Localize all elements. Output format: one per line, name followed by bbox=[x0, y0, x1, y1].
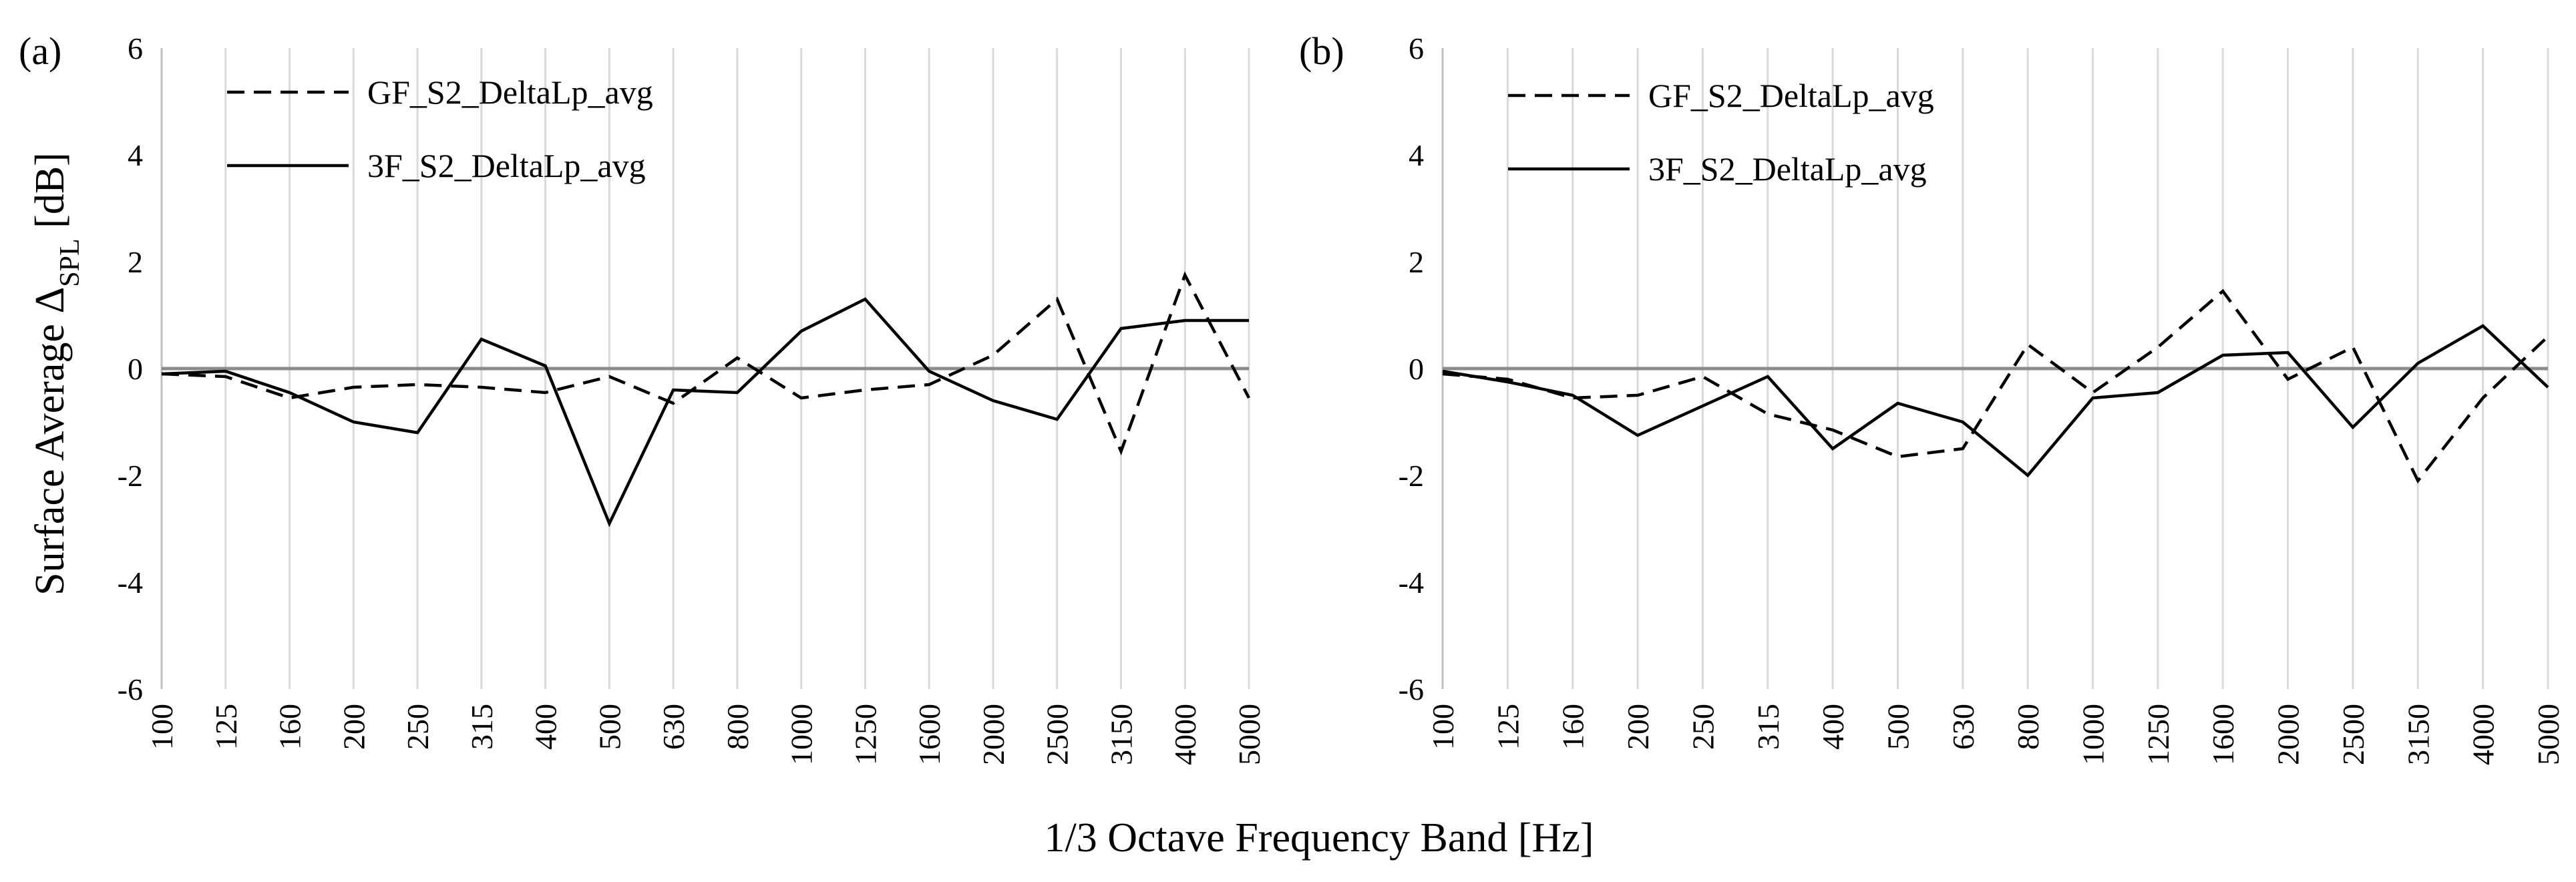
panel-b-y-tick-label: -4 bbox=[1399, 566, 1424, 600]
panel-a-x-tick-label: 800 bbox=[721, 704, 755, 750]
panel-a-series-gf-line bbox=[161, 271, 1250, 456]
panel-a-y-tick-label: -2 bbox=[118, 459, 143, 493]
panel-a-x-tick-label: 400 bbox=[529, 704, 563, 750]
y-axis-title-subscript: SPL bbox=[55, 238, 85, 286]
panel-a-x-tick-label: 315 bbox=[465, 704, 499, 750]
panel-b-x-tick-label: 1600 bbox=[2206, 704, 2240, 765]
y-axis-title-unit: [dB] bbox=[27, 152, 73, 238]
panel-b-x-tick-label: 500 bbox=[1881, 704, 1915, 750]
panel-a-y-tick-label: 0 bbox=[128, 352, 143, 386]
panel-a-x-tick-label: 500 bbox=[592, 704, 626, 750]
panel-b-x-tick-label: 630 bbox=[1946, 704, 1980, 750]
panel-b-x-tick-label: 100 bbox=[1426, 704, 1460, 750]
panel-a-x-tick-label: 2500 bbox=[1041, 704, 1075, 765]
panel-b-y-tick-label: 0 bbox=[1409, 352, 1424, 386]
y-axis-title-main: Surface Average Δ bbox=[27, 287, 73, 596]
panel-b-series-3f-line bbox=[1442, 324, 2549, 478]
panel-b-x-tick-label: 3150 bbox=[2401, 704, 2435, 765]
panel-a-y-tick-label: -6 bbox=[118, 672, 143, 706]
x-axis-title: 1/3 Octave Frequency Band [Hz] bbox=[1045, 815, 1594, 861]
panel-b-y-tick-label: 4 bbox=[1409, 138, 1424, 172]
panel-b-legend-label-gf: GF_S2_DeltaLp_avg bbox=[1648, 77, 1934, 114]
panel-b-x-tick-label: 160 bbox=[1556, 704, 1590, 750]
panel-a-x-tick-label: 1250 bbox=[848, 704, 882, 765]
panel-a-x-tick-label: 5000 bbox=[1232, 704, 1266, 765]
panel-a-x-tick-label: 4000 bbox=[1168, 704, 1202, 765]
panel-b-x-tick-label: 4000 bbox=[2466, 704, 2501, 765]
panel-a-x-tick-label: 160 bbox=[273, 704, 307, 750]
panel-b-x-tick-label: 5000 bbox=[2531, 704, 2565, 765]
panel-b-series-gf-line bbox=[1442, 288, 2549, 484]
panel-a-legend-label-gf: GF_S2_DeltaLp_avg bbox=[367, 73, 653, 111]
panel-a-y-tick-label: 6 bbox=[128, 31, 143, 65]
panel-a-x-tick-label: 1600 bbox=[912, 704, 946, 765]
panel-a-x-tick-label: 3150 bbox=[1104, 704, 1138, 765]
panel-a-x-tick-label: 100 bbox=[145, 704, 179, 750]
panel-b-label: (b) bbox=[1299, 29, 1344, 73]
panel-b-legend-label-3f: 3F_S2_DeltaLp_avg bbox=[1648, 150, 1927, 188]
panel-a-legend-label-3f: 3F_S2_DeltaLp_avg bbox=[367, 147, 646, 184]
panel-b-x-tick-label: 250 bbox=[1686, 704, 1720, 750]
panel-b-y-tick-label: -6 bbox=[1399, 672, 1424, 706]
panel-b-x-tick-label: 800 bbox=[2011, 704, 2045, 750]
panel-b-x-tick-label: 400 bbox=[1816, 704, 1850, 750]
panel-a-label: (a) bbox=[19, 29, 61, 73]
panel-b-y-tick-label: 2 bbox=[1409, 245, 1424, 279]
panel-a-x-tick-label: 125 bbox=[209, 704, 243, 750]
panel-b-x-tick-label: 200 bbox=[1621, 704, 1655, 750]
panel-a-y-tick-label: 4 bbox=[128, 138, 143, 172]
panel-a-y-tick-label: -4 bbox=[118, 566, 143, 600]
panel-a-x-tick-label: 630 bbox=[657, 704, 691, 750]
panel-b-x-tick-label: 1250 bbox=[2141, 704, 2175, 765]
panel-b-y-tick-label: 6 bbox=[1409, 31, 1424, 65]
panel-a-x-tick-label: 250 bbox=[401, 704, 435, 750]
panel-b-y-tick-label: -2 bbox=[1399, 459, 1424, 493]
y-axis-title: Surface Average ΔSPL [dB] bbox=[27, 152, 85, 596]
panel-a-series-3f-line bbox=[161, 297, 1249, 527]
panel-a-x-tick-label: 200 bbox=[337, 704, 371, 750]
panel-b-x-tick-label: 125 bbox=[1491, 704, 1525, 750]
panel-a-y-tick-label: 2 bbox=[128, 245, 143, 279]
panel-a-x-tick-label: 2000 bbox=[976, 704, 1010, 765]
panel-b-x-tick-label: 1000 bbox=[2076, 704, 2110, 765]
panel-b-x-tick-label: 2500 bbox=[2336, 704, 2370, 765]
panel-b-x-tick-label: 315 bbox=[1751, 704, 1785, 750]
panel-a-x-tick-label: 1000 bbox=[785, 704, 819, 765]
panel-b-x-tick-label: 2000 bbox=[2271, 704, 2306, 765]
